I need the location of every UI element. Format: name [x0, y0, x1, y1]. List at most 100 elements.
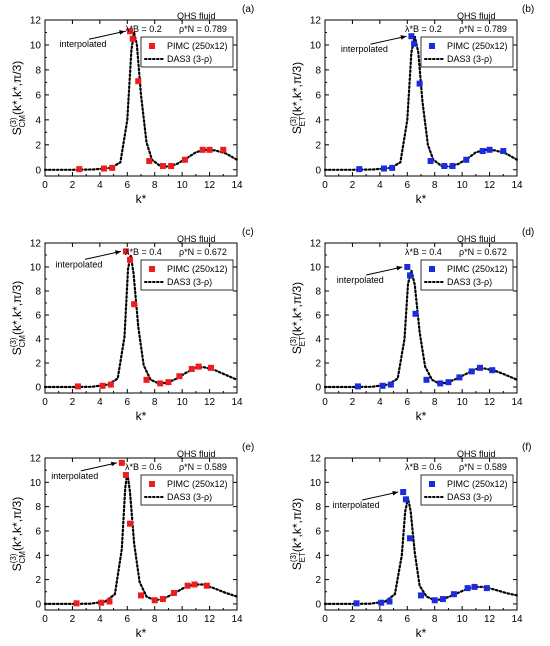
legend-entry-das3: DAS3 (3-ρ) [167, 492, 212, 502]
chart-panel: 0 2 4 6 8 10 12 14 0 2 4 6 8 10 12 k* S(3)ET(k*,k*,π/3) i… [289, 4, 534, 206]
rho-label: ρ*N = 0.789 [179, 24, 227, 34]
fluid-label: QHS fluid [177, 234, 216, 244]
y-axis-title-main: S [10, 347, 24, 355]
interpolated-arrowhead [119, 30, 126, 35]
x-tick-label: 8 [432, 180, 438, 191]
pimc-marker [168, 163, 175, 170]
pimc-marker [122, 472, 129, 479]
y-axis-title-sup: (3) [9, 337, 18, 347]
y-tick-label: 12 [310, 239, 322, 250]
interpolated-label: interpolated [333, 500, 380, 510]
rho-label: ρ*N = 0.589 [179, 462, 227, 472]
pimc-marker [151, 597, 158, 604]
x-tick-label: 0 [42, 614, 48, 625]
interpolated-label: interpolated [337, 275, 384, 285]
pimc-marker [450, 591, 457, 598]
pimc-marker [407, 535, 414, 542]
pimc-marker [138, 592, 144, 599]
interpolated-arrowhead [392, 491, 399, 496]
x-tick-label: 2 [70, 397, 76, 408]
legend-box [140, 259, 234, 291]
x-tick-label: 6 [405, 397, 411, 408]
x-tick-label: 8 [432, 397, 438, 408]
legend-entry-pimc: PIMC (250x12) [167, 479, 228, 489]
x-tick-label: 0 [322, 397, 328, 408]
x-tick-label: 2 [70, 180, 76, 191]
legend-box [420, 259, 514, 291]
chart-panel: 0 2 4 6 8 10 12 14 0 2 4 6 8 10 12 k* S(3)CM(k*,k*,π/3) i… [9, 442, 254, 640]
y-tick-label: 10 [310, 263, 322, 274]
legend-marker-swatch [429, 266, 435, 272]
x-tick-label: 2 [350, 614, 356, 625]
x-tick-label: 14 [231, 614, 243, 625]
y-tick-label: 4 [315, 115, 321, 126]
x-tick-label: 4 [97, 180, 103, 191]
pimc-marker [354, 383, 361, 390]
pimc-marker [191, 581, 198, 588]
x-tick-label: 4 [377, 180, 383, 191]
y-axis-title: S(3)ET(k*,k*,π/3) [289, 62, 307, 134]
y-axis-title-sub: ET [298, 116, 307, 126]
fluid-label: QHS fluid [457, 449, 496, 459]
interpolated-arrowhead [396, 265, 403, 271]
y-tick-label: 2 [315, 140, 321, 151]
x-tick-label: 6 [125, 614, 131, 625]
y-axis-title: S(3)CM(k*,k*,π/3) [9, 497, 27, 572]
pimc-marker [131, 301, 138, 308]
pimc-marker [165, 379, 172, 386]
y-tick-label: 6 [315, 311, 321, 322]
pimc-marker [387, 381, 394, 388]
panel-letter: (f) [522, 442, 531, 453]
interpolated-arrowhead [400, 35, 407, 40]
y-tick-label: 8 [315, 502, 321, 513]
y-axis-title: S(3)ET(k*,k*,π/3) [289, 282, 307, 354]
x-tick-label: 10 [177, 397, 189, 408]
x-tick-label: 0 [322, 614, 328, 625]
chart-panel: 0 2 4 6 8 10 12 14 0 2 4 6 8 10 12 k* S(3)CM(k*,k*,π/3) i… [9, 4, 254, 206]
y-tick-label: 2 [35, 359, 41, 370]
fluid-label: QHS fluid [457, 234, 496, 244]
x-tick-label: 14 [511, 180, 523, 191]
x-tick-label: 10 [457, 397, 469, 408]
pimc-marker [471, 583, 478, 590]
rho-label: ρ*N = 0.672 [179, 247, 227, 257]
pimc-marker [441, 163, 448, 170]
interpolated-arrow-line [80, 462, 117, 472]
y-axis-title-args: (k*,k*,π/3) [290, 62, 304, 116]
y-tick-label: 2 [35, 575, 41, 586]
y-axis-title: S(3)CM(k*,k*,π/3) [9, 61, 27, 136]
y-axis-title-sup: (3) [289, 552, 298, 562]
panel-letter: (d) [522, 227, 534, 238]
x-tick-label: 12 [484, 180, 496, 191]
legend-box [140, 474, 234, 506]
pimc-marker [427, 158, 434, 165]
legend-entry-das3: DAS3 (3-ρ) [167, 54, 212, 64]
legend-marker-swatch [149, 266, 155, 272]
pimc-marker [456, 374, 463, 381]
x-tick-label: 2 [350, 180, 356, 191]
y-tick-label: 4 [35, 551, 41, 562]
pimc-marker [207, 364, 214, 371]
y-tick-label: 2 [35, 140, 41, 151]
pimc-marker [188, 366, 195, 372]
pimc-marker [206, 146, 213, 153]
y-axis-title-args: (k*,k*,π/3) [290, 498, 304, 552]
y-tick-label: 0 [35, 165, 41, 176]
y-tick-label: 4 [315, 551, 321, 562]
pimc-marker [500, 148, 507, 155]
y-tick-label: 4 [35, 335, 41, 346]
x-axis-title: k* [416, 192, 427, 206]
interpolated-arrow-line [370, 35, 407, 45]
pimc-marker [159, 163, 166, 170]
pimc-marker [100, 165, 107, 172]
pimc-marker [449, 163, 456, 170]
x-axis-title: k* [416, 626, 427, 640]
y-tick-label: 10 [310, 478, 322, 489]
panel-letter: (a) [242, 4, 254, 15]
pimc-marker [106, 598, 113, 605]
pimc-marker [356, 166, 363, 173]
y-tick-label: 6 [315, 526, 321, 537]
y-tick-label: 10 [30, 263, 42, 274]
interpolated-arrowhead [115, 250, 121, 255]
y-tick-label: 6 [315, 90, 321, 101]
